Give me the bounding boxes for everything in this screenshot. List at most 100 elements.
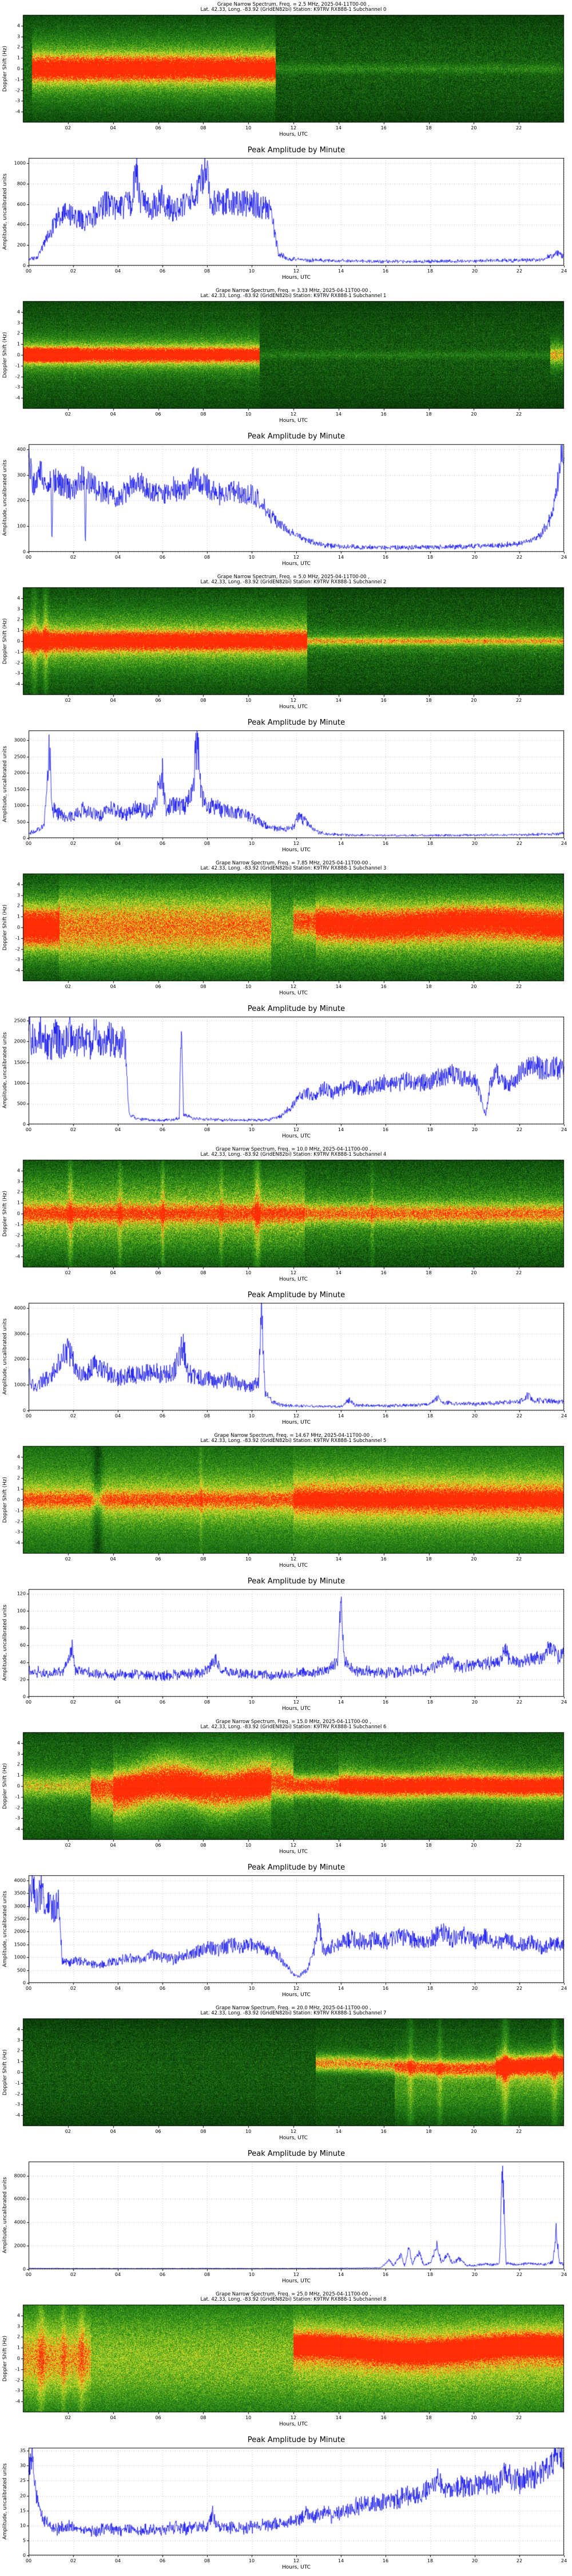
y-tick-label: 3 xyxy=(17,892,20,898)
x-tick-label: 20 xyxy=(471,1270,477,1275)
x-tick-label: 14 xyxy=(337,1127,344,1132)
y-tick-label: -4 xyxy=(15,1826,20,1832)
x-tick-label: 04 xyxy=(114,1413,121,1419)
y-tick-label: 1000 xyxy=(14,160,26,166)
x-tick-label: 00 xyxy=(25,1986,32,1991)
y-axis-label-wrap: Doppler Shift (Hz) xyxy=(1,2018,9,2126)
y-tick-label: 4 xyxy=(17,595,20,601)
x-tick-label: 08 xyxy=(200,698,206,703)
x-tick-label: 20 xyxy=(471,2415,477,2420)
y-tick-label: 2000 xyxy=(14,770,26,776)
y-axis-label-wrap: Amplitude, uncalibrated units xyxy=(1,158,9,266)
chart-title: Peak Amplitude by Minute xyxy=(247,1577,345,1586)
chart-subtitle: Lat. 42.33, Long. -83.92 (GridEN82bi) St… xyxy=(200,579,387,585)
x-tick-label: 08 xyxy=(200,984,206,989)
y-axis-label-wrap: Amplitude, uncalibrated units xyxy=(1,2162,9,2269)
x-axis-label: Hours, UTC xyxy=(282,1992,311,1998)
y-tick-label: -1 xyxy=(15,2080,20,2086)
x-tick-label: 08 xyxy=(204,841,210,846)
x-tick-label: 04 xyxy=(110,984,116,989)
x-tick-label: 10 xyxy=(248,1986,255,1991)
x-tick-label: 10 xyxy=(248,2558,255,2563)
y-axis-label-wrap: Amplitude, uncalibrated units xyxy=(1,730,9,838)
x-tick-label: 12 xyxy=(293,1986,300,1991)
x-tick-label: 00 xyxy=(25,841,32,846)
plot-canvas xyxy=(0,1288,572,1431)
peak-amplitude-plot-subchannel-5: Peak Amplitude by Minute Amplitude, unca… xyxy=(0,1574,572,1717)
y-tick-label: -2 xyxy=(15,1232,20,1238)
x-tick-label: 02 xyxy=(70,1700,77,1705)
x-tick-label: 08 xyxy=(204,1700,210,1705)
y-tick-label: 6000 xyxy=(14,2196,26,2202)
y-tick-label: 3000 xyxy=(14,737,26,743)
x-tick-label: 14 xyxy=(337,555,344,560)
x-tick-label: 12 xyxy=(293,841,300,846)
x-tick-label: 12 xyxy=(290,2129,297,2134)
x-tick-label: 12 xyxy=(290,2415,297,2420)
y-axis-label-wrap: Amplitude, uncalibrated units xyxy=(1,444,9,552)
y-tick-label: 2000 xyxy=(14,2243,26,2249)
x-tick-label: 12 xyxy=(290,412,297,417)
y-tick-label: -4 xyxy=(15,109,20,114)
x-tick-label: 06 xyxy=(155,984,161,989)
plot-canvas xyxy=(0,429,572,572)
x-tick-label: 02 xyxy=(65,984,71,989)
y-axis-label: Doppler Shift (Hz) xyxy=(2,1763,8,1809)
y-tick-label: 3000 xyxy=(14,1903,26,1909)
x-tick-label: 08 xyxy=(200,412,206,417)
x-tick-label: 20 xyxy=(471,412,477,417)
x-tick-label: 10 xyxy=(245,1270,252,1275)
x-tick-label: 16 xyxy=(380,2415,387,2420)
y-tick-label: 800 xyxy=(17,181,26,187)
x-tick-label: 02 xyxy=(70,268,77,274)
x-tick-label: 08 xyxy=(200,2415,206,2420)
x-tick-label: 18 xyxy=(426,1270,432,1275)
y-tick-label: 35 xyxy=(19,2448,26,2453)
y-tick-label: 4 xyxy=(17,309,20,315)
y-tick-label: 1 xyxy=(17,1772,20,1778)
y-tick-label: 0 xyxy=(17,924,20,930)
x-axis-label: Hours, UTC xyxy=(282,1706,311,1712)
x-tick-label: 06 xyxy=(159,841,166,846)
y-tick-label: 400 xyxy=(17,222,26,227)
x-tick-label: 00 xyxy=(25,1700,32,1705)
y-tick-label: 15 xyxy=(19,2508,26,2514)
x-tick-label: 20 xyxy=(471,984,477,989)
x-tick-label: 16 xyxy=(382,1986,389,1991)
x-tick-label: 08 xyxy=(204,2272,210,2277)
x-tick-label: 16 xyxy=(380,2129,387,2134)
x-tick-label: 20 xyxy=(471,268,478,274)
x-tick-label: 12 xyxy=(290,698,297,703)
x-tick-label: 18 xyxy=(427,268,434,274)
y-tick-label: -1 xyxy=(15,363,20,369)
x-tick-label: 16 xyxy=(382,555,389,560)
x-tick-label: 22 xyxy=(516,268,523,274)
y-axis-label-wrap: Amplitude, uncalibrated units xyxy=(1,1589,9,1697)
x-axis-label: Hours, UTC xyxy=(279,1849,308,1855)
plot-canvas xyxy=(0,859,572,1002)
y-tick-label: 1 xyxy=(17,914,20,919)
x-tick-label: 16 xyxy=(382,2558,389,2563)
x-tick-label: 20 xyxy=(471,125,477,131)
spectrogram-subchannel-5: Grape Narrow Spectrum, Freq. = 14.67 MHz… xyxy=(0,1431,572,1574)
y-tick-label: -2 xyxy=(15,1519,20,1524)
y-tick-label: -2 xyxy=(15,660,20,666)
y-tick-label: -3 xyxy=(15,98,20,104)
chart-title: Grape Narrow Spectrum, Freq. = 2.5 MHz, … xyxy=(217,2,370,7)
x-tick-label: 08 xyxy=(200,1556,206,1562)
x-tick-label: 14 xyxy=(335,125,341,131)
y-tick-label: 0 xyxy=(22,835,26,841)
y-tick-label: -1 xyxy=(15,1508,20,1514)
x-tick-label: 06 xyxy=(155,1270,161,1275)
y-axis-label-wrap: Doppler Shift (Hz) xyxy=(1,1732,9,1840)
x-tick-label: 22 xyxy=(516,841,523,846)
y-tick-label: 0 xyxy=(17,2356,20,2361)
y-tick-label: 1 xyxy=(17,1200,20,1206)
x-tick-label: 10 xyxy=(245,1556,252,1562)
y-tick-label: 1 xyxy=(17,1486,20,1492)
x-tick-label: 12 xyxy=(290,125,297,131)
x-tick-label: 12 xyxy=(293,268,300,274)
y-tick-label: 4 xyxy=(17,2313,20,2318)
plot-canvas xyxy=(0,1145,572,1288)
x-tick-label: 14 xyxy=(337,1986,344,1991)
